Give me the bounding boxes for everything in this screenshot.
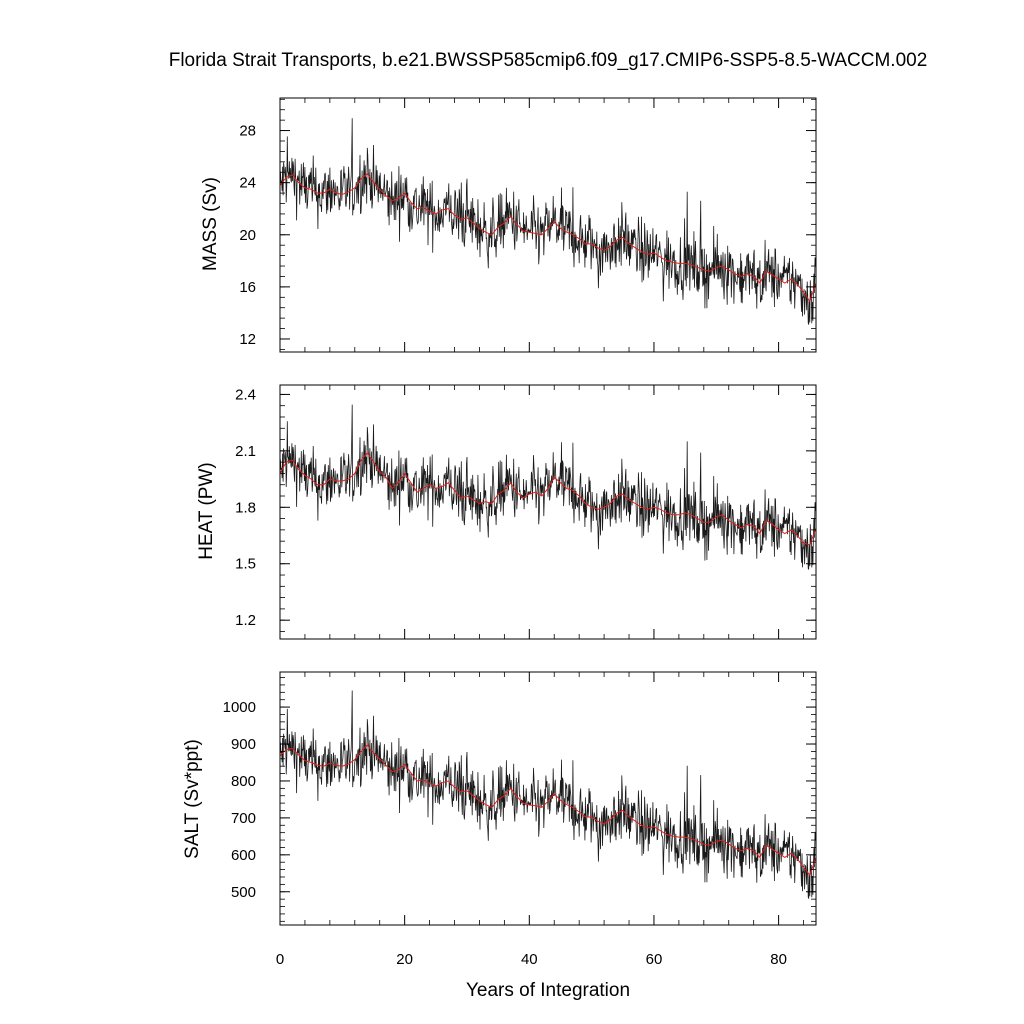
salt-y-tick-label: 700 <box>231 810 256 827</box>
salt-plot-area <box>279 690 817 899</box>
heat-monthly-series <box>279 404 816 570</box>
salt-y-tick-label: 500 <box>231 884 256 901</box>
heat-y-tick-label: 2.1 <box>235 443 256 460</box>
salt-axes: 1000 900 800 700 600 500 <box>223 671 817 926</box>
heat-y-tick-label: 1.5 <box>235 556 256 573</box>
mass-y-tick-label: 20 <box>239 227 256 244</box>
x-tick-label: 60 <box>646 951 663 968</box>
x-tick-label: 20 <box>396 951 413 968</box>
mass-smoothed-series <box>279 172 817 303</box>
heat-smoothed-series <box>279 451 817 546</box>
x-tick-label: 0 <box>276 951 284 968</box>
x-tick-labels: 0 20 40 60 80 <box>276 951 787 968</box>
heat-axes: 2.4 2.1 1.8 1.5 1.2 <box>235 384 817 640</box>
salt-y-tick-label: 1000 <box>223 699 256 716</box>
heat-y-tick-label: 2.4 <box>235 386 256 403</box>
heat-frame <box>279 384 817 640</box>
salt-axis-label: SALT (Sv*ppt) <box>182 739 203 859</box>
mass-y-tick-label: 28 <box>239 123 256 140</box>
mass-frame <box>279 97 817 353</box>
x-axis-label: Years of Integration <box>466 980 630 1001</box>
mass-axis-label: MASS (Sv) <box>200 177 221 271</box>
mass-y-tick-label: 24 <box>239 175 256 192</box>
heat-y-tick-label: 1.2 <box>235 612 256 629</box>
salt-y-tick-label: 600 <box>231 847 256 864</box>
mass-axes: 28 24 20 16 12 <box>239 97 817 353</box>
heat-y-tick-label: 1.8 <box>235 499 256 516</box>
salt-smoothed-series <box>279 744 817 877</box>
x-tick-label: 80 <box>770 951 787 968</box>
panel-heat: 2.4 2.1 1.8 1.5 1.2 HEAT (PW) <box>196 384 817 640</box>
heat-plot-area <box>279 404 817 570</box>
mass-monthly-series <box>279 118 816 325</box>
salt-y-tick-label: 900 <box>231 736 256 753</box>
panel-salt: 1000 900 800 700 600 500 SALT (Sv*ppt) <box>182 671 817 926</box>
salt-y-tick-label: 800 <box>231 773 256 790</box>
chart-title: Florida Strait Transports, b.e21.BWSSP58… <box>169 50 928 71</box>
salt-frame <box>279 671 817 926</box>
panel-mass: 28 24 20 16 12 MASS (Sv) <box>200 97 817 353</box>
heat-axis-label: HEAT (PW) <box>196 462 217 559</box>
mass-y-tick-label: 16 <box>239 279 256 296</box>
mass-y-tick-label: 12 <box>239 331 256 348</box>
salt-monthly-series <box>279 690 816 899</box>
x-tick-label: 40 <box>521 951 538 968</box>
mass-plot-area <box>279 118 817 325</box>
